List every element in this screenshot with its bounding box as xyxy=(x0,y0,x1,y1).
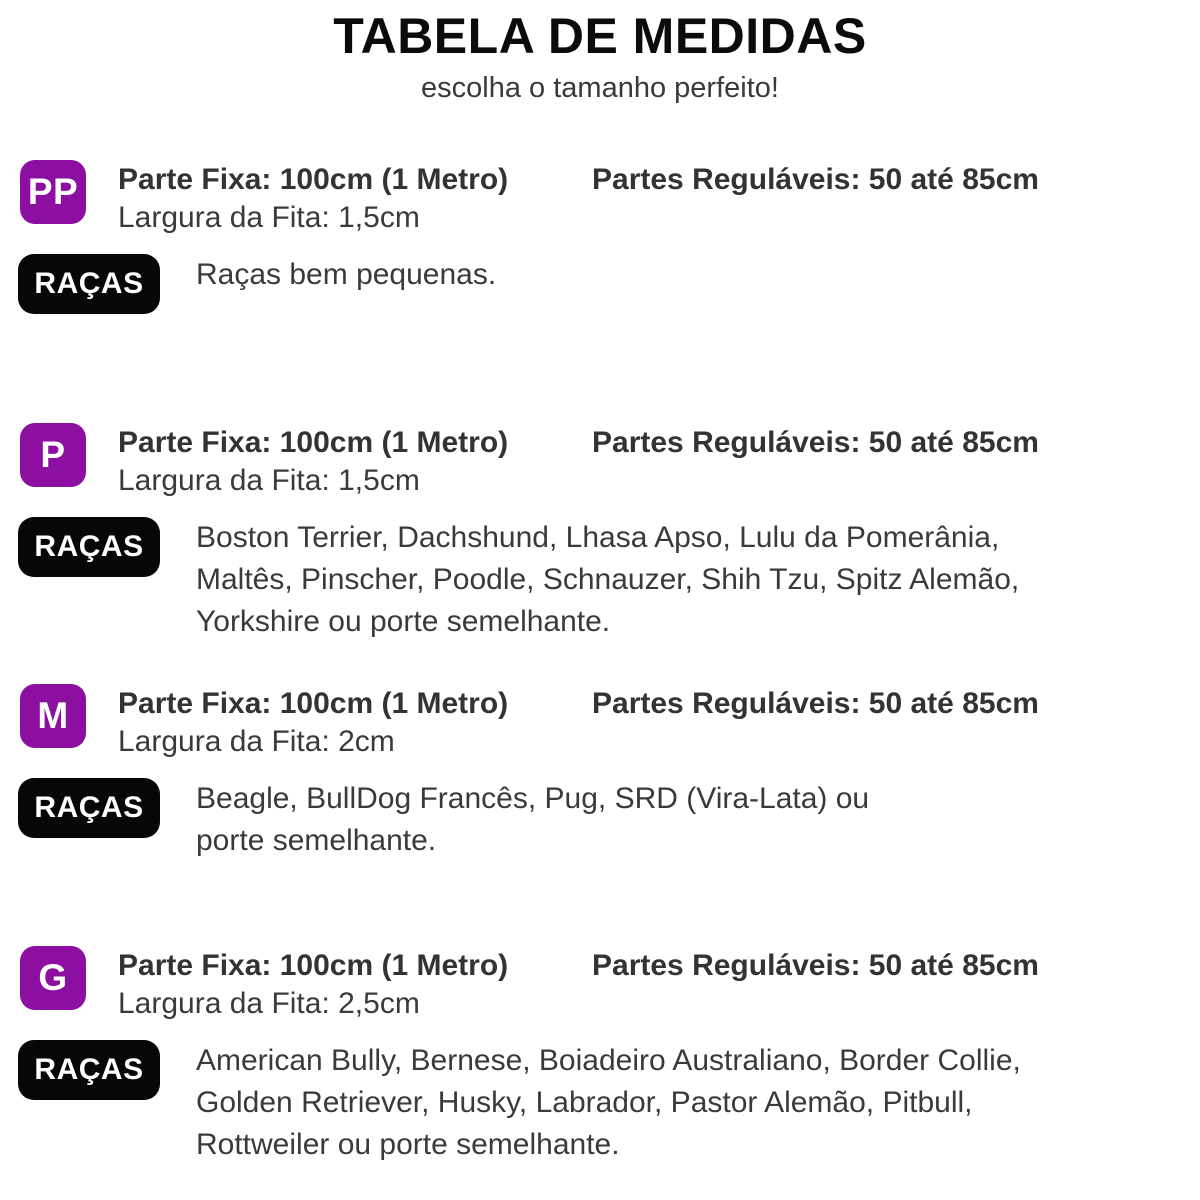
size-badge-g: G xyxy=(20,946,86,1010)
racas-badge-pp-label: RAÇAS xyxy=(34,267,144,300)
parte-fixa-label-pp: Parte Fixa: 100cm (1 Metro) xyxy=(118,163,509,196)
size-badge-m-label: M xyxy=(37,695,69,736)
size-badge-m: M xyxy=(20,684,86,748)
partes-regulaveis-label-p: Partes Reguláveis: 50 até 85cm xyxy=(592,426,1039,459)
racas-badge-m-label: RAÇAS xyxy=(34,791,144,824)
racas-badge-g: RAÇAS xyxy=(18,1040,160,1100)
size-badge-pp: PP xyxy=(20,160,86,224)
partes-regulaveis-label-m: Partes Reguláveis: 50 até 85cm xyxy=(592,687,1039,720)
size-section-g: G Parte Fixa: 100cm (1 Metro) Partes Reg… xyxy=(0,946,1200,1200)
size-badge-pp-label: PP xyxy=(27,171,79,212)
racas-badge-pp: RAÇAS xyxy=(18,254,160,314)
racas-badge-p-label: RAÇAS xyxy=(34,530,144,563)
partes-regulaveis-label-pp: Partes Reguláveis: 50 até 85cm xyxy=(592,163,1039,196)
size-badge-g-label: G xyxy=(38,957,68,998)
racas-badge-p: RAÇAS xyxy=(18,517,160,577)
breeds-text-p: Boston Terrier, Dachshund, Lhasa Apso, L… xyxy=(196,521,1020,638)
parte-fixa-label-p: Parte Fixa: 100cm (1 Metro) xyxy=(118,426,509,459)
parte-fixa-label-m: Parte Fixa: 100cm (1 Metro) xyxy=(118,687,509,720)
page-header: TABELA DE MEDIDAS escolha o tamanho perf… xyxy=(0,10,1200,105)
size-section-p: P Parte Fixa: 100cm (1 Metro) Partes Reg… xyxy=(0,423,1200,683)
largura-fita-label-pp: Largura da Fita: 1,5cm xyxy=(118,201,420,234)
racas-badge-m: RAÇAS xyxy=(18,778,160,838)
largura-fita-label-m: Largura da Fita: 2cm xyxy=(118,725,395,758)
parte-fixa-label-g: Parte Fixa: 100cm (1 Metro) xyxy=(118,949,509,982)
breeds-text-pp: Raças bem pequenas. xyxy=(196,258,497,291)
largura-fita-label-g: Largura da Fita: 2,5cm xyxy=(118,987,420,1020)
size-badge-p: P xyxy=(20,423,86,487)
breeds-text-m: Beagle, BullDog Francês, Pug, SRD (Vira-… xyxy=(196,782,870,857)
size-section-m: M Parte Fixa: 100cm (1 Metro) Partes Reg… xyxy=(0,684,1200,944)
breeds-text-g: American Bully, Bernese, Boiadeiro Austr… xyxy=(196,1044,1021,1161)
largura-fita-label-p: Largura da Fita: 1,5cm xyxy=(118,464,420,497)
racas-badge-g-label: RAÇAS xyxy=(34,1053,144,1086)
page-subtitle: escolha o tamanho perfeito! xyxy=(421,72,779,104)
size-badge-p-label: P xyxy=(40,434,66,475)
size-section-pp: PP Parte Fixa: 100cm (1 Metro) Partes Re… xyxy=(0,160,1200,420)
page-title: TABELA DE MEDIDAS xyxy=(333,8,867,64)
partes-regulaveis-label-g: Partes Reguláveis: 50 até 85cm xyxy=(592,949,1039,982)
